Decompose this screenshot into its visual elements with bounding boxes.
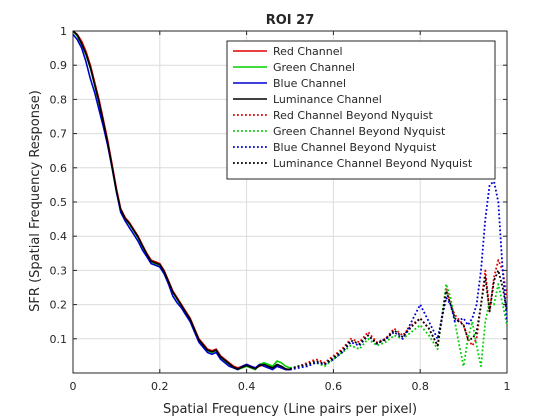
x-tick-label: 0	[70, 380, 77, 393]
y-tick-label: 0.4	[50, 230, 68, 243]
legend-label: Red Channel Beyond Nyquist	[273, 109, 434, 122]
x-tick-label: 0.4	[238, 380, 256, 393]
series-line-luminance-channel	[72, 30, 291, 371]
series-line-green-channel-beyond-nyquist	[289, 283, 508, 369]
x-axis-title: Spatial Frequency (Line pairs per pixel)	[163, 402, 417, 417]
legend-box	[226, 40, 496, 180]
y-tick-label: 0.1	[50, 333, 68, 346]
y-tick-label: 1	[60, 25, 67, 38]
y-tick-label: 0.6	[50, 162, 68, 175]
legend-label: Luminance Channel	[273, 93, 382, 106]
legend-label: Red Channel	[273, 45, 343, 58]
series-lines	[72, 30, 508, 371]
y-tick-label: 0.5	[50, 196, 68, 209]
series-line-luminance-channel-beyond-nyquist	[289, 269, 508, 370]
legend-label: Blue Channel Beyond Nyquist	[273, 141, 437, 154]
series-line-blue-channel-beyond-nyquist	[289, 180, 508, 371]
y-tick-label: 0.3	[50, 264, 68, 277]
y-tick-label: 0.9	[50, 59, 68, 72]
y-axis-title: SFR (Spatial Frequency Response)	[28, 90, 43, 312]
y-tick-label: 0.7	[50, 128, 68, 141]
x-tick-label: 0.8	[411, 380, 429, 393]
legend-label: Luminance Channel Beyond Nyquist	[273, 157, 473, 170]
y-tick-label: 0.2	[50, 299, 68, 312]
x-tick-label: 0.2	[151, 380, 169, 393]
legend: Red Channel Green Channel Blue Channel Lumi…	[226, 40, 496, 180]
legend-label: Blue Channel	[273, 77, 346, 90]
chart-title: ROI 27	[266, 13, 315, 28]
x-tick-label: 0.6	[325, 380, 343, 393]
y-tick-label: 0.8	[50, 93, 68, 106]
legend-label: Green Channel Beyond Nyquist	[273, 125, 446, 138]
legend-label: Green Channel	[273, 61, 355, 74]
x-tick-label: 1	[504, 380, 511, 393]
axes: 0 0.2 0.4 0.6 0.8 1 0.1 0.2 0.3 0.4 0.5 0.6 0.7 0.8 0.…	[50, 25, 511, 393]
